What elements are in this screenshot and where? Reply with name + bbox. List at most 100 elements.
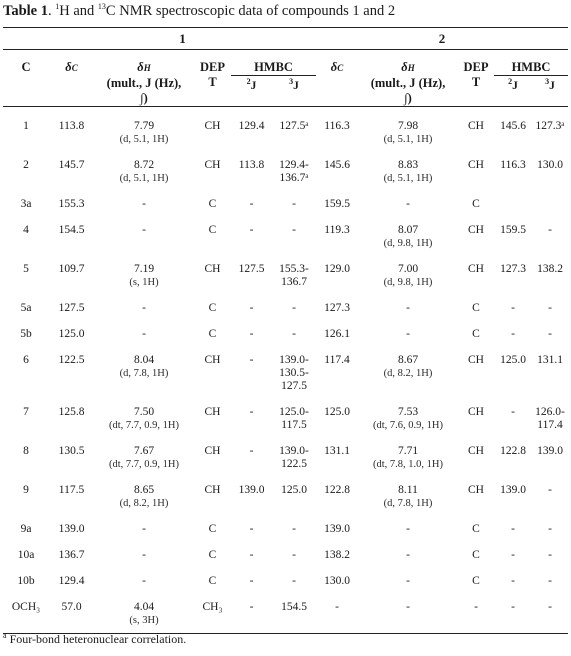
caption-mid: H and (59, 3, 98, 19)
dc-cell-2: 139.0 (324, 523, 350, 535)
hmbc-2j-cell-1: - (249, 549, 254, 561)
table-row: 1 113.8 7.79 (d, 5.1, 1H) CH 129.4 127.5ᵃ 116.3… (3, 107, 568, 147)
dh-cell-2: - (358, 588, 459, 634)
hmbc-3j-cell-2: - (532, 588, 569, 634)
hmbc-3j-cell-2: - (548, 224, 552, 236)
carbon-cell: 5a (20, 302, 32, 314)
hmbc-3j-cell-2: 130.0 (537, 159, 563, 171)
dc-cell-2: 130.0 (324, 575, 350, 587)
dept-cell-1: C (208, 198, 217, 210)
dc-cell-1: 113.8 (58, 120, 85, 132)
carbon-cell: 9a (20, 523, 32, 535)
hmbc-2j-cell-2: - (511, 328, 515, 340)
table-body: 1 113.8 7.79 (d, 5.1, 1H) CH 129.4 127.5ᵃ 116.3… (3, 107, 569, 634)
nmr-table: 1 2 C δC δH (mult., J (Hz), ∫) DEP T HMBC… (3, 27, 569, 634)
hmbc-2j-cell-2: 125.0 (500, 354, 526, 366)
hmbc-3j-cell-1: 139.0- 122.5 (279, 445, 309, 470)
dept-cell-2: CH (468, 263, 484, 275)
table-row: 5a 127.5 - C - - 127.3 - C - - (3, 289, 568, 315)
dh-cell-1: - (142, 328, 146, 340)
dh-cell-1: 8.72 (d, 5.1, 1H) (119, 159, 169, 184)
dept-cell-1: CH (204, 484, 221, 496)
hmbc-3j-cell-2: 139.0 (537, 445, 563, 457)
dept-col-header-2: DEP T (463, 60, 489, 89)
dh-cell-1: - (142, 224, 146, 236)
hmbc-2j-cell-2: - (511, 406, 515, 418)
dh-cell-1: 4.04 (s, 3H) (94, 588, 194, 634)
table-row: 6 122.5 8.04 (d, 7.8, 1H) CH - 139.0- 130.5- 127… (3, 341, 568, 393)
dh-cell-2: 8.07 (d, 9.8, 1H) (383, 224, 433, 249)
dh-cell-1: 7.67 (dt, 7.7, 0.9, 1H) (109, 445, 179, 470)
dept-cell-2: CH (468, 445, 484, 457)
hmbc-3j-cell-2: - (548, 302, 552, 314)
hmbc-2j-cell-1: - (249, 406, 254, 418)
hmbc-2j-cell-1: - (249, 445, 254, 457)
dh-cell-2: - (406, 302, 410, 314)
carbon-cell: 9 (23, 484, 29, 496)
dc-cell-1: 122.5 (58, 354, 85, 366)
compound-1-header: 1 (49, 27, 317, 50)
dc-cell-1: 130.5 (58, 445, 85, 457)
table-row: 10b 129.4 - C - - 130.0 - C - - (3, 562, 568, 588)
hmbc-2j-cell-2: 116.3 (500, 159, 526, 171)
dc-cell-2: 116.3 (324, 120, 350, 132)
dept-cell-1: CH (204, 120, 221, 132)
caption-sup-1: 1 (55, 2, 60, 12)
dc-cell-2: 119.3 (324, 224, 350, 236)
hmbc-3j-cell-2: - (548, 523, 552, 535)
hmbc-3j-cell-2: - (548, 549, 552, 561)
hmbc-3j-cell-1: 125.0- 117.5 (279, 406, 309, 431)
dh-col-header-1: δH (mult., J (Hz), ∫) (106, 60, 182, 105)
dc-cell-2: 126.1 (324, 328, 350, 340)
j3-header-2: 3J (545, 77, 555, 92)
hmbc-2j-cell-1: - (249, 354, 254, 366)
dc-col-header-2: δC (330, 60, 344, 74)
caption-sup-13: 13 (97, 2, 106, 12)
hmbc-3j-cell-1: - (292, 328, 296, 340)
dept-cell-2: CH (468, 159, 484, 171)
dc-cell-1: 145.7 (58, 159, 85, 171)
dc-cell-2: 127.3 (324, 302, 350, 314)
hmbc-2j-cell-1: - (249, 575, 254, 587)
hmbc-3j-cell-2 (532, 185, 568, 211)
dh-cell-1: 7.19 (s, 1H) (129, 263, 159, 288)
dc-cell-1: 136.7 (58, 549, 85, 561)
dept-cell-2: C (472, 328, 480, 340)
table-row: 5 109.7 7.19 (s, 1H) CH 127.5 155.3- 136.7 129.0… (3, 250, 568, 289)
column-header-row: C δC δH (mult., J (Hz), ∫) DEP T HMBC δC … (3, 49, 569, 105)
hmbc-2j-cell-1: - (231, 588, 272, 634)
dept-cell-1: C (208, 328, 217, 340)
hmbc-3j-cell-1: 154.5 (272, 588, 317, 634)
hmbc-3j-cell-1: - (292, 302, 296, 314)
carbon-cell: 4 (23, 224, 29, 236)
carbon-cell: 10b (17, 575, 35, 587)
dh-cell-1: - (142, 198, 146, 210)
carbon-col-header: C (21, 60, 31, 74)
carbon-cell: 8 (23, 445, 29, 457)
dept-cell-2: CH (468, 224, 484, 236)
hmbc-2j-cell-2: - (494, 588, 533, 634)
table-footnote: a Four-bond heteronuclear correlation. (3, 632, 186, 647)
dh-cell-2: - (406, 328, 410, 340)
hmbc-3j-cell-1: - (292, 198, 296, 210)
hmbc-3j-cell-1: 125.0 (281, 484, 307, 496)
carbon-cell: OCH₃ (3, 588, 49, 634)
hmbc-header-2: HMBC (494, 49, 569, 76)
dh-cell-2: - (406, 575, 410, 587)
table-row: 7 125.8 7.50 (dt, 7.7, 0.9, 1H) CH - 125.0- 117… (3, 393, 568, 432)
hmbc-2j-cell-1: - (249, 328, 254, 340)
dc-cell-1: 117.5 (58, 484, 85, 496)
table-row: 4 154.5 - C - - 119.3 8.07 (d, 9.8, 1H) CH 159.5 - (3, 211, 568, 250)
dh-cell-2: - (406, 523, 410, 535)
hmbc-3j-cell-2: - (548, 328, 552, 340)
dc-cell-1: 125.8 (58, 406, 85, 418)
dept-cell-2: CH (468, 120, 484, 132)
hmbc-2j-cell-1: 127.5 (238, 263, 265, 275)
dc-cell-1: 129.4 (58, 575, 85, 587)
dh-cell-1: 8.04 (d, 7.8, 1H) (119, 354, 169, 379)
j2-header-1: 2J (246, 77, 257, 92)
hmbc-3j-cell-1: - (292, 224, 296, 236)
dc-cell-1: 57.0 (49, 588, 94, 634)
hmbc-3j-cell-2: 138.2 (537, 263, 563, 275)
